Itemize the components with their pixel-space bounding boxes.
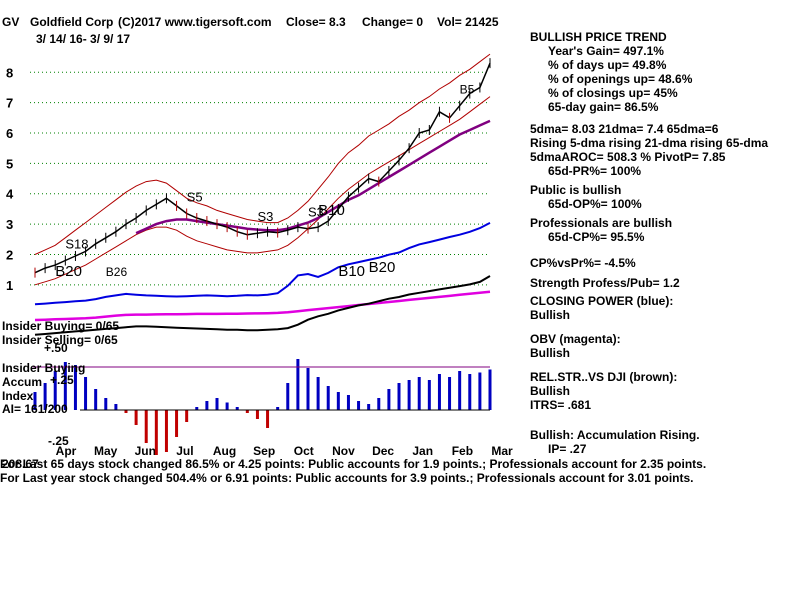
pros-bullish: Professionals are bullish (530, 216, 673, 230)
gain-65day: 65-day gain= 86.5% (548, 100, 659, 114)
chart-copyright: (C)2017 www.tigersoft.com (118, 15, 272, 29)
accum-status: Bullish: Accumulation Rising. (530, 428, 700, 442)
x-tick-label: Oct (294, 444, 314, 458)
x-tick-label: Feb (452, 444, 473, 458)
y-tick-label: 5 (6, 156, 13, 171)
cp-vs-pr: CP%vsPr%= -4.5% (530, 256, 636, 270)
signal-label: B5 (460, 83, 475, 97)
relstr-title: REL.STR..VS DJI (brown): (530, 370, 678, 384)
x-tick-label: Dec (372, 444, 394, 458)
accumulation-bars (33, 359, 492, 455)
obv-title: OBV (magenta): (530, 332, 621, 346)
itrs-value: ITRS= .681 (530, 398, 592, 412)
years-gain: Year's Gain= 497.1% (548, 44, 664, 58)
band-upper-line (34, 53, 491, 255)
ip-value: IP= .27 (548, 442, 587, 456)
footer-line-year: For Last year stock changed 504.4% or 6.… (0, 471, 694, 485)
signal-label: B26 (106, 265, 128, 279)
pr-percent: 65d-PR%= 100% (548, 164, 642, 178)
closings-up: % of closings up= 45% (548, 86, 678, 100)
closing-power-line (34, 222, 491, 306)
signal-label: S3 (308, 205, 324, 220)
y-tick-label: 7 (6, 96, 13, 111)
x-tick-label: Jun (135, 444, 156, 458)
strength-ratio: Strength Profess/Pub= 1.2 (530, 276, 680, 290)
signal-label: S18 (65, 237, 88, 252)
insider-buying-label: Insider Buying (2, 361, 85, 375)
days-up: % of days up= 49.8% (548, 58, 667, 72)
ma65-line (135, 119, 491, 235)
footer-line-65day: For Last 65 days stock changed 86.5% or … (0, 457, 707, 471)
signal-label: S5 (187, 189, 203, 204)
op-percent: 65d-OP%= 100% (548, 197, 642, 211)
trend-title: BULLISH PRICE TREND (530, 30, 667, 44)
insider-buying-count: Insider Buying= 0/65 (2, 319, 119, 333)
rising-dma: Rising 5-dma rising 21-dma rising 65-dma (530, 136, 769, 150)
insider-selling-count: Insider Selling= 0/65 (2, 333, 118, 347)
x-tick-label: Sep (253, 444, 275, 458)
signal-label: B20 (55, 263, 82, 280)
indicator-lines (34, 222, 491, 336)
accum-plus25-label: +.25 (50, 373, 74, 387)
chart-change: Change= 0 (362, 15, 423, 29)
relstr-line (34, 275, 491, 336)
price-label: 208.67 (2, 457, 39, 471)
signal-label: B20 (369, 259, 396, 276)
y-tick-label: 8 (6, 65, 13, 80)
x-tick-label: Mar (491, 444, 513, 458)
y-axis-ticks: 1 2 3 4 5 6 7 8 (6, 65, 14, 293)
band-lower-line (34, 96, 491, 286)
x-tick-label: Apr (56, 444, 77, 458)
obv-value: Bullish (530, 346, 571, 360)
y-tick-label: 6 (6, 126, 13, 141)
chart-date-range: 3/ 14/ 16- 3/ 9/ 17 (36, 32, 130, 46)
price-line (34, 62, 491, 274)
signal-label: B10 (338, 263, 365, 280)
x-tick-label: May (94, 444, 118, 458)
x-tick-label: Aug (213, 444, 236, 458)
y-tick-label: 2 (6, 247, 13, 262)
openings-up: % of openings up= 48.6% (548, 72, 693, 86)
chart-company: Goldfield Corp (30, 15, 113, 29)
closing-power-value: Bullish (530, 308, 571, 322)
chart-ticker: GV (2, 15, 19, 29)
x-axis-ticks: Apr May Jun Jul Aug Sep Oct Nov Dec Jan Feb Mar (56, 444, 513, 458)
cp-percent: 65d-CP%= 95.5% (548, 230, 645, 244)
y-tick-label: 4 (6, 187, 14, 202)
x-tick-label: Nov (332, 444, 355, 458)
public-bullish: Public is bullish (530, 183, 622, 197)
y-tick-label: 3 (6, 217, 13, 232)
stats-panel: BULLISH PRICE TREND Year's Gain= 497.1% … (530, 30, 798, 456)
accum-minus25-label: -.25 (48, 434, 69, 448)
chart-close: Close= 8.3 (286, 15, 346, 29)
relstr-value: Bullish (530, 384, 571, 398)
dma-values: 5dma= 8.03 21dma= 7.4 65dma=6 (530, 122, 719, 136)
aroc-pivot: 5dmaAROC= 508.3 % PivotP= 7.85 (530, 150, 726, 164)
ai-label: AI= 161/200 (2, 402, 68, 416)
x-tick-label: Jan (412, 444, 433, 458)
chart-vol: Vol= 21425 (437, 15, 499, 29)
x-tick-label: Jul (176, 444, 193, 458)
index-label: Index (2, 389, 34, 403)
signal-label: B10 (318, 202, 345, 219)
accum-label: Accum (2, 375, 42, 389)
price-series (34, 53, 491, 286)
y-tick-label: 1 (6, 278, 13, 293)
price-grid (30, 71, 490, 286)
accum-plus50-label: +.50 (44, 341, 68, 355)
closing-power-title: CLOSING POWER (blue): (530, 294, 674, 308)
signal-label: S3 (257, 209, 273, 224)
obv-line (34, 290, 491, 322)
